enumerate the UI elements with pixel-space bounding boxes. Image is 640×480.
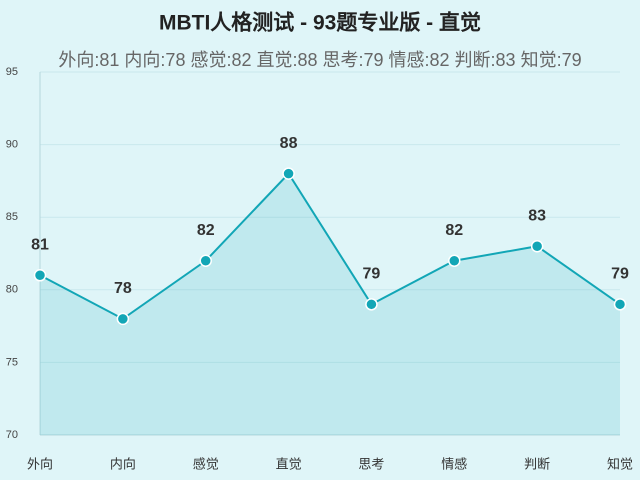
point (365, 298, 378, 311)
point (448, 254, 461, 268)
data-label: 82 (197, 222, 215, 239)
y-tick-label: 90 (6, 139, 18, 151)
chart-subtitle: 外向:81 内向:78 感觉:82 直觉:88 思考:79 情感:82 判断:8… (58, 50, 581, 70)
x-tick-label: 直觉 (276, 456, 302, 471)
point (33, 269, 47, 282)
line (39, 172, 621, 321)
y-tick-label: 75 (6, 356, 18, 368)
area (40, 173, 620, 435)
data-label: 79 (611, 266, 629, 283)
x-tick-label: 判断 (524, 456, 550, 471)
data-label: 81 (31, 236, 49, 253)
x-tick-label: 内向 (110, 456, 136, 471)
data-label: 83 (528, 207, 546, 224)
point (116, 312, 130, 326)
data-label: 88 (280, 135, 298, 152)
y-tick-label: 85 (6, 211, 18, 223)
y-tick-label: 70 (6, 429, 18, 441)
point (282, 167, 295, 180)
data-label: 79 (363, 266, 381, 283)
point (613, 298, 627, 311)
chart-title: MBTI人格测试 - 93题专业版 - 直觉 (159, 11, 481, 35)
data-label: 82 (445, 222, 463, 239)
point (199, 254, 212, 268)
data-label: 78 (114, 280, 132, 297)
point (530, 239, 544, 253)
x-tick-label: 思考 (358, 456, 384, 471)
x-tick-label: 知觉 (607, 456, 633, 471)
x-tick-label: 感觉 (193, 456, 219, 471)
y-tick-label: 80 (6, 284, 18, 296)
x-tick-label: 情感 (441, 456, 467, 471)
y-tick-label: 95 (6, 66, 18, 78)
x-tick-label: 外向 (27, 456, 53, 471)
